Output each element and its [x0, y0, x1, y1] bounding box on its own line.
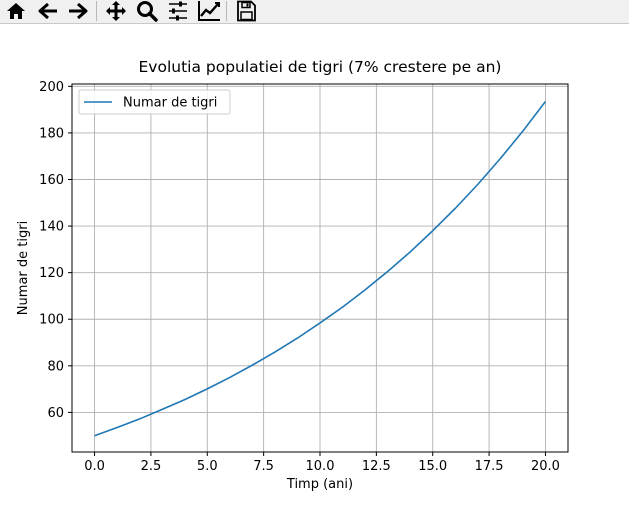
y-tick-label: 80: [47, 359, 64, 374]
x-tick-label: 17.5: [475, 459, 504, 474]
x-tick-label: 15.0: [418, 459, 447, 474]
x-axis-label: Timp (ani): [286, 477, 353, 492]
save-icon: [237, 0, 256, 22]
navigation-toolbar: [0, 0, 629, 24]
y-tick-label: 100: [39, 313, 64, 328]
configure-subplots-button[interactable]: [165, 0, 191, 22]
y-axis-label: Numar de tigri: [16, 221, 31, 315]
x-tick-label: 7.5: [253, 459, 274, 474]
y-tick-label: 200: [39, 80, 64, 95]
y-tick-label: 160: [39, 173, 64, 188]
x-tick-label: 20.0: [531, 459, 560, 474]
line-chart[interactable]: 0.0 2.5 5.0 7.5 10.0 12.5 15.0 17.5 20.0 60 80 100 1…: [0, 24, 629, 502]
x-tick-label: 12.5: [362, 459, 391, 474]
home-button[interactable]: [3, 0, 29, 22]
x-tick-label: 10.0: [306, 459, 335, 474]
series-layer: [94, 100, 547, 437]
back-button[interactable]: [35, 0, 61, 22]
figure-canvas[interactable]: 0.0 2.5 5.0 7.5 10.0 12.5 15.0 17.5 20.0 60 80 100 1…: [0, 24, 629, 502]
legend-box: [78, 89, 231, 115]
pan-icon: [106, 1, 126, 21]
ticks: 0.0 2.5 5.0 7.5 10.0 12.5 15.0 17.5 20.0 60 80 100 1…: [39, 80, 560, 474]
y-tick-label: 140: [39, 220, 64, 235]
grid: [72, 84, 568, 452]
toolbar-separator: [96, 1, 97, 21]
zoom-icon: [137, 1, 158, 22]
edit-axis-button[interactable]: [196, 0, 222, 22]
chart-title: Evolutia populatiei de tigri (7% crester…: [139, 58, 502, 76]
forward-icon: [69, 2, 88, 20]
zoom-button[interactable]: [134, 0, 160, 22]
y-tick-label: 60: [47, 406, 64, 421]
home-icon: [7, 3, 25, 19]
forward-button[interactable]: [65, 0, 91, 22]
toolbar-separator: [226, 1, 227, 21]
edit-axis-icon: [198, 1, 220, 21]
y-tick-label: 120: [39, 266, 64, 281]
x-tick-label: 0.0: [84, 459, 105, 474]
legend-entry-label: Numar de tigri: [123, 96, 217, 111]
back-icon: [38, 2, 57, 20]
series-line: [94, 100, 547, 437]
save-button[interactable]: [233, 0, 259, 22]
pan-button[interactable]: [103, 0, 129, 22]
x-tick-label: 5.0: [197, 459, 218, 474]
configure-subplots-icon: [169, 1, 187, 21]
y-tick-label: 180: [39, 126, 64, 141]
legend: Numar de tigri: [78, 89, 231, 115]
x-tick-label: 2.5: [141, 459, 162, 474]
